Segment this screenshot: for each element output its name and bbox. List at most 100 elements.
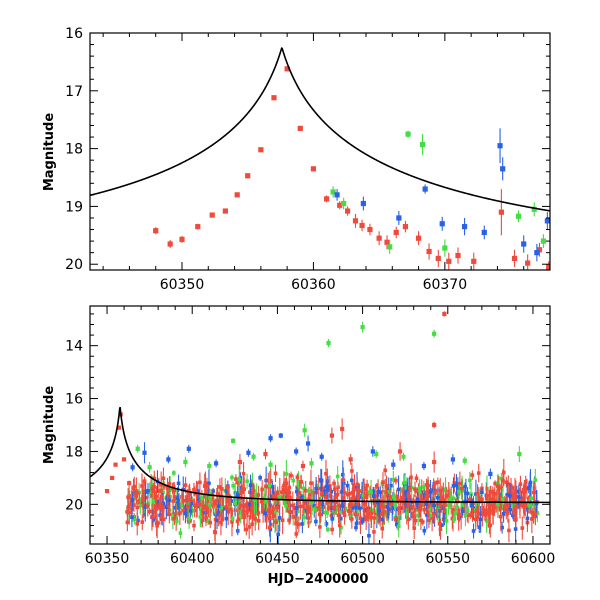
bottom-dense-point — [433, 491, 437, 495]
top-x-tick-label: 60360 — [291, 277, 336, 293]
bottom-dense-point — [220, 487, 224, 491]
bottom-dense-point — [487, 511, 492, 515]
bottom-dense-point — [380, 482, 385, 486]
bottom-series-2-point — [186, 446, 191, 451]
top-series-0-point — [209, 212, 215, 218]
top-series-2-point — [481, 229, 487, 236]
bottom-dense-point — [374, 484, 379, 488]
top-series-0-point — [258, 147, 264, 153]
bottom-dense-point — [190, 508, 195, 513]
bottom-dense-point — [276, 501, 280, 505]
bottom-dense-point — [388, 495, 392, 499]
bottom-dense-point — [355, 512, 360, 517]
bottom-dense-point — [353, 512, 357, 517]
bottom-dense-point — [126, 495, 130, 500]
bottom-dense-point — [288, 510, 292, 514]
bottom-dense-point — [469, 503, 474, 508]
bottom-dense-point — [369, 490, 373, 494]
bottom-dense-point — [281, 496, 286, 500]
bottom-series-0-point — [348, 457, 353, 462]
bottom-dense-point — [151, 517, 156, 522]
bottom-dense-point — [135, 505, 140, 510]
top-series-1-point — [419, 141, 426, 148]
bottom-dense-point — [311, 490, 316, 495]
bottom-dense-point — [322, 489, 327, 493]
bottom-dense-point — [132, 484, 137, 489]
bottom-dense-point — [140, 484, 144, 488]
bottom-dense-point — [295, 509, 300, 514]
top-series-0-point — [455, 252, 461, 259]
bottom-dense-point — [187, 502, 191, 507]
bottom-dense-point — [398, 498, 403, 503]
bottom-dense-point — [231, 483, 235, 488]
bottom-dense-point — [192, 523, 196, 528]
bottom-dense-point — [435, 508, 439, 513]
top-series-0-point — [435, 255, 441, 262]
bottom-dense-point — [477, 525, 482, 530]
bottom-dense-point — [226, 510, 230, 514]
bottom-dense-point — [321, 505, 326, 509]
bottom-dense-point — [432, 512, 436, 516]
bottom-dense-point — [148, 490, 152, 495]
bottom-series-2-point — [213, 461, 219, 466]
bottom-dense-point — [426, 483, 430, 488]
bottom-dense-point — [289, 473, 293, 478]
bottom-dense-point — [407, 493, 411, 498]
bottom-dense-point — [335, 492, 340, 497]
top-series-0-point — [195, 224, 201, 230]
bottom-dense-point — [165, 486, 170, 490]
bottom-dense-point — [147, 509, 152, 514]
bottom-dense-point — [464, 491, 468, 495]
bottom-dense-point — [460, 503, 465, 508]
bottom-dense-point — [439, 498, 443, 503]
bottom-dense-point — [381, 521, 386, 525]
bottom-dense-point — [260, 487, 264, 492]
bottom-dense-point — [451, 496, 455, 501]
bottom-dense-point — [162, 483, 167, 488]
bottom-series-2-point — [305, 441, 311, 446]
bottom-dense-point — [431, 487, 435, 492]
bottom-dense-point — [142, 479, 147, 483]
bottom-series-1-point — [302, 428, 307, 433]
bottom-dense-point — [386, 487, 391, 491]
top-series-2-point — [544, 218, 550, 224]
bottom-dense-point — [493, 501, 498, 505]
bottom-series-0-point — [113, 462, 118, 467]
bottom-dense-point — [263, 511, 268, 515]
bottom-dense-point — [187, 516, 191, 521]
bottom-series-1-point — [517, 451, 522, 457]
bottom-dense-point — [391, 495, 396, 500]
bottom-series-1-point — [374, 451, 379, 457]
top-y-tick-label: 18 — [65, 142, 83, 158]
bottom-series-1-point — [462, 458, 467, 463]
bottom-dense-point — [215, 499, 219, 503]
bottom-series-0-point — [263, 451, 268, 457]
bottom-series-1-point — [147, 465, 152, 470]
bottom-dense-point — [342, 511, 346, 515]
bottom-dense-point — [296, 483, 301, 488]
bottom-dense-point — [244, 527, 249, 532]
bottom-dense-point — [465, 508, 470, 513]
bottom-dense-point — [473, 517, 478, 522]
bottom-dense-point — [484, 511, 488, 516]
bottom-dense-point — [314, 519, 318, 524]
bottom-dense-point — [245, 502, 249, 507]
bottom-dense-point — [323, 510, 328, 515]
bottom-dense-point — [407, 486, 412, 491]
bottom-dense-point — [404, 512, 409, 516]
bottom-dense-point — [511, 496, 516, 500]
bottom-x-tick-label: 60550 — [426, 551, 471, 567]
bottom-dense-point — [349, 513, 353, 517]
bottom-dense-point — [313, 507, 317, 512]
bottom-dense-point — [339, 516, 343, 521]
bottom-dense-point — [437, 522, 442, 526]
bottom-dense-point — [381, 505, 386, 509]
bottom-dense-point — [326, 527, 330, 532]
bottom-dense-point — [250, 509, 255, 514]
bottom-dense-point — [140, 500, 144, 504]
bottom-dense-point — [151, 499, 156, 504]
bottom-dense-point — [437, 493, 442, 498]
top-series-2-point — [439, 221, 445, 227]
bottom-dense-point — [525, 487, 529, 491]
top-data-points — [153, 66, 550, 270]
